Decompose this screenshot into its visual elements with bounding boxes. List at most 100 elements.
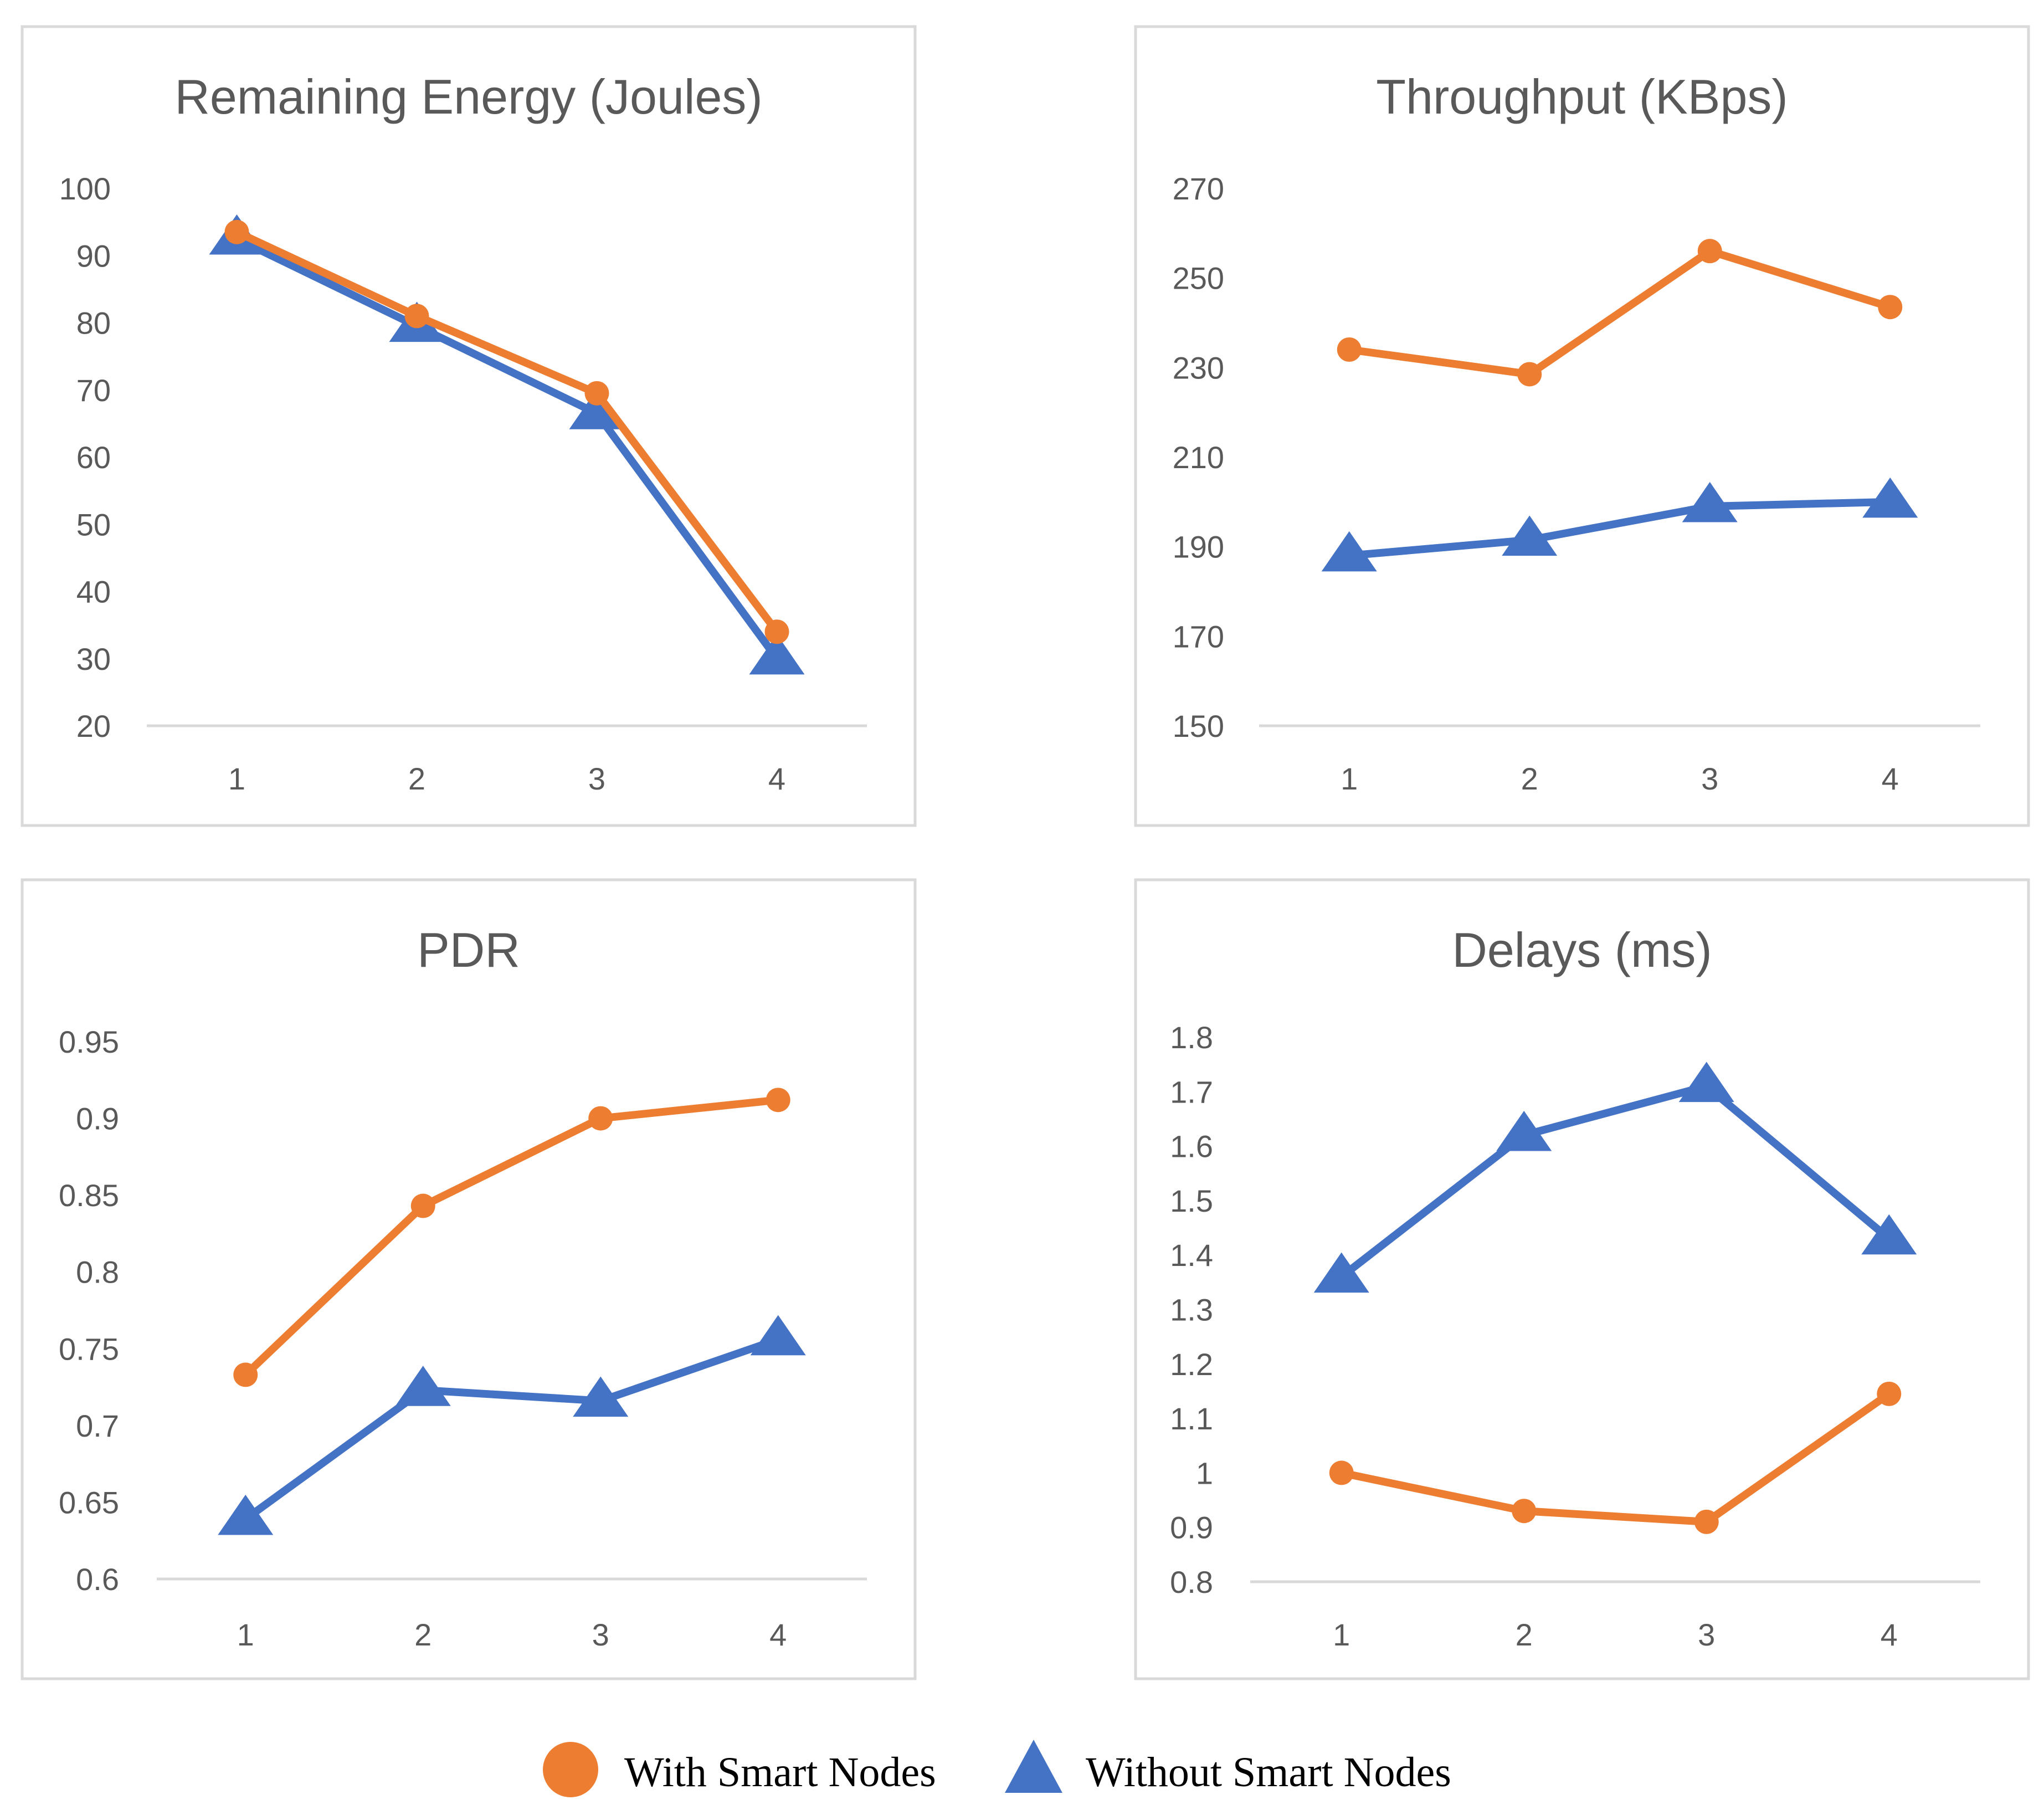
chart-delays-ms: Delays (ms) 1.8 1.7 1.6 1.5 1.4 1.3 1.2 1.1 1 0.9 0… — [1134, 878, 2030, 1680]
y-tick-label: 1.1 — [1170, 1401, 1213, 1436]
x-tick-label: 4 — [1882, 761, 1899, 796]
y-tick-label: 100 — [59, 171, 111, 206]
data-point — [1861, 1214, 1917, 1255]
data-point — [1329, 1460, 1354, 1485]
legend-label-without-smart-nodes: Without Smart Nodes — [1086, 1749, 1451, 1796]
chart-frame — [20, 878, 917, 1680]
data-point — [569, 389, 625, 429]
chart-remaining-energy-joules: Remaining Energy (Joules) 100 90 80 70 60 50 40… — [20, 25, 917, 827]
x-tick-label: 1 — [237, 1617, 254, 1652]
data-point — [1697, 239, 1722, 264]
data-point — [764, 619, 789, 644]
chart-throughput-kbps: Throughput (KBps) 270 250 230 210 190 170 150 1 2… — [1134, 25, 2030, 827]
data-point — [1517, 362, 1542, 387]
data-point — [1682, 481, 1738, 522]
y-tick-label: 230 — [1173, 350, 1224, 385]
series-line — [233, 228, 781, 636]
series-line — [1345, 247, 1894, 378]
series-without-smart-nodes — [1313, 1062, 1917, 1293]
x-tick-label: 3 — [588, 761, 605, 796]
x-tick-label: 2 — [414, 1617, 432, 1652]
data-point — [1321, 531, 1377, 572]
data-point — [410, 1193, 435, 1218]
data-point — [749, 634, 805, 675]
y-tick-label: 0.75 — [59, 1331, 119, 1366]
chart-title: Delays (ms) — [1452, 922, 1712, 977]
y-tick-label: 250 — [1173, 261, 1224, 296]
series-line — [242, 1096, 782, 1379]
y-tick-label: 0.9 — [1170, 1510, 1213, 1545]
data-point — [233, 1362, 258, 1387]
y-tick-label: 0.65 — [59, 1485, 119, 1520]
chart-title: Throughput (KBps) — [1376, 69, 1788, 124]
y-tick-label: 270 — [1173, 171, 1224, 206]
y-tick-label: 1.4 — [1170, 1238, 1213, 1273]
legend-marker-without-smart-nodes — [1005, 1740, 1062, 1793]
y-tick-label: 20 — [76, 709, 111, 744]
y-tick-label: 0.6 — [76, 1562, 119, 1597]
y-tick-label: 0.85 — [59, 1178, 119, 1213]
chart-pdr: PDR 0.95 0.9 0.85 0.8 0.75 0.7 0.65 0.6 1 2 3 4 — [20, 878, 917, 1680]
chart-frame — [1134, 878, 2030, 1680]
series-line — [1337, 1082, 1893, 1281]
chart-title: Remaining Energy (Joules) — [174, 69, 762, 124]
y-tick-label: 70 — [76, 373, 111, 408]
y-tick-label: 0.8 — [1170, 1565, 1213, 1599]
x-tick-label: 2 — [1516, 1617, 1533, 1652]
x-tick-label: 1 — [228, 761, 245, 796]
data-point — [224, 219, 249, 244]
y-tick-label: 1.5 — [1170, 1183, 1213, 1218]
data-point — [573, 1376, 629, 1417]
y-tick-label: 170 — [1173, 619, 1224, 654]
series-line — [233, 234, 781, 663]
data-point — [1862, 477, 1918, 518]
data-point — [1877, 1381, 1902, 1406]
y-tick-label: 0.7 — [76, 1408, 119, 1443]
y-tick-label: 0.95 — [59, 1024, 119, 1059]
y-tick-label: 1.3 — [1170, 1293, 1213, 1327]
y-tick-label: 1 — [1196, 1455, 1213, 1490]
chart-panels: Remaining Energy (Joules)100908070605040… — [20, 25, 2030, 1680]
chart-frame — [1134, 25, 2030, 827]
data-point — [218, 1494, 274, 1535]
y-tick-label: 1.2 — [1170, 1347, 1213, 1382]
data-point — [1878, 295, 1903, 320]
y-tick-label: 190 — [1173, 530, 1224, 565]
x-tick-label: 4 — [1881, 1617, 1898, 1652]
y-tick-label: 1.6 — [1170, 1129, 1213, 1164]
y-tick-label: 60 — [76, 440, 111, 475]
series-without-smart-nodes — [218, 1315, 806, 1535]
series-line — [242, 1335, 782, 1523]
y-tick-label: 40 — [76, 575, 111, 609]
data-point — [404, 304, 429, 329]
x-tick-label: 1 — [1333, 1617, 1350, 1652]
data-point — [766, 1088, 790, 1112]
y-tick-label: 0.9 — [76, 1101, 119, 1136]
data-point — [1502, 515, 1558, 556]
series-with-smart-nodes — [233, 1088, 790, 1387]
series-line — [1337, 1390, 1893, 1526]
y-tick-label: 90 — [76, 238, 111, 273]
legend-label-with-smart-nodes: With Smart Nodes — [624, 1749, 936, 1796]
series-with-smart-nodes — [1329, 1381, 1902, 1534]
y-tick-label: 1.7 — [1170, 1074, 1213, 1109]
series-with-smart-nodes — [224, 219, 789, 644]
chart-frame — [20, 25, 917, 827]
data-point — [1496, 1110, 1552, 1151]
data-point — [1313, 1252, 1369, 1293]
y-tick-label: 150 — [1173, 709, 1224, 744]
x-tick-label: 1 — [1341, 761, 1358, 796]
y-tick-label: 50 — [76, 507, 111, 542]
y-tick-label: 1.8 — [1170, 1020, 1213, 1055]
y-tick-label: 80 — [76, 306, 111, 341]
data-point — [1512, 1499, 1537, 1524]
x-tick-label: 3 — [592, 1617, 609, 1652]
x-tick-label: 2 — [408, 761, 425, 796]
x-tick-label: 3 — [1701, 761, 1718, 796]
y-tick-label: 30 — [76, 642, 111, 676]
x-tick-label: 2 — [1521, 761, 1538, 796]
series-line — [1345, 498, 1894, 560]
y-tick-label: 210 — [1173, 440, 1224, 475]
data-point — [588, 1106, 613, 1131]
